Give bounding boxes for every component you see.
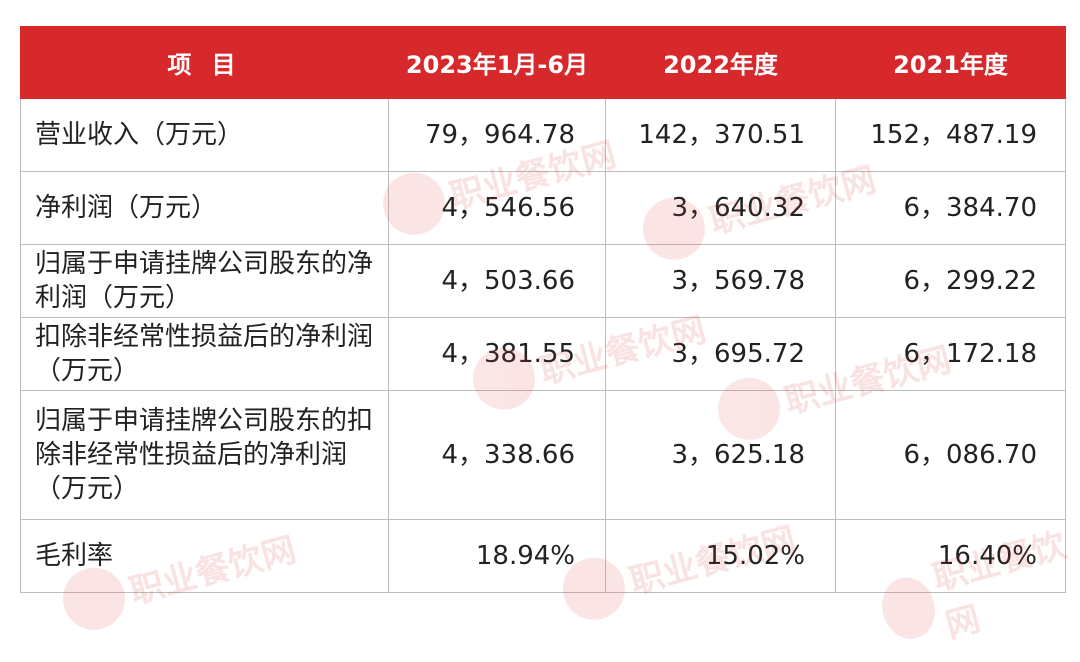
cell-value: 6，172.18 [835, 317, 1066, 391]
cell-value: 16.40% [835, 519, 1066, 593]
cell-value: 3，695.72 [605, 317, 836, 391]
cell-value: 15.02% [605, 519, 836, 593]
cell-value: 3，625.18 [605, 390, 836, 520]
header-item: 项 目 [20, 26, 389, 99]
row-label: 归属于申请挂牌公司股东的净利润（万元） [20, 244, 389, 318]
row-label: 毛利率 [20, 519, 389, 593]
header-2022: 2022年度 [605, 26, 836, 99]
row-label: 归属于申请挂牌公司股东的扣除非经常性损益后的净利润（万元） [20, 390, 389, 520]
cell-value: 4，381.55 [388, 317, 606, 391]
cell-value: 18.94% [388, 519, 606, 593]
cell-value: 152，487.19 [835, 98, 1066, 172]
financial-table: 项 目 2023年1月-6月 2022年度 2021年度 营业收入（万元） 79… [20, 26, 1066, 593]
table-row: 净利润（万元） 4，546.56 3，640.32 6，384.70 [20, 171, 1066, 245]
row-label: 营业收入（万元） [20, 98, 389, 172]
row-label: 净利润（万元） [20, 171, 389, 245]
table-row: 归属于申请挂牌公司股东的扣除非经常性损益后的净利润（万元） 4，338.66 3… [20, 390, 1066, 520]
table-row: 毛利率 18.94% 15.02% 16.40% [20, 519, 1066, 593]
header-2021: 2021年度 [835, 26, 1066, 99]
row-label: 扣除非经常性损益后的净利润（万元） [20, 317, 389, 391]
header-row: 项 目 2023年1月-6月 2022年度 2021年度 [20, 26, 1066, 99]
header-2023h1: 2023年1月-6月 [388, 26, 606, 99]
cell-value: 142，370.51 [605, 98, 836, 172]
cell-value: 79，964.78 [388, 98, 606, 172]
cell-value: 6，299.22 [835, 244, 1066, 318]
cell-value: 4，338.66 [388, 390, 606, 520]
table-row: 营业收入（万元） 79，964.78 142，370.51 152，487.19 [20, 98, 1066, 172]
cell-value: 6，384.70 [835, 171, 1066, 245]
table-row: 归属于申请挂牌公司股东的净利润（万元） 4，503.66 3，569.78 6，… [20, 244, 1066, 318]
cell-value: 3，640.32 [605, 171, 836, 245]
cell-value: 4，546.56 [388, 171, 606, 245]
cell-value: 6，086.70 [835, 390, 1066, 520]
cell-value: 4，503.66 [388, 244, 606, 318]
table-row: 扣除非经常性损益后的净利润（万元） 4，381.55 3，695.72 6，17… [20, 317, 1066, 391]
cell-value: 3，569.78 [605, 244, 836, 318]
